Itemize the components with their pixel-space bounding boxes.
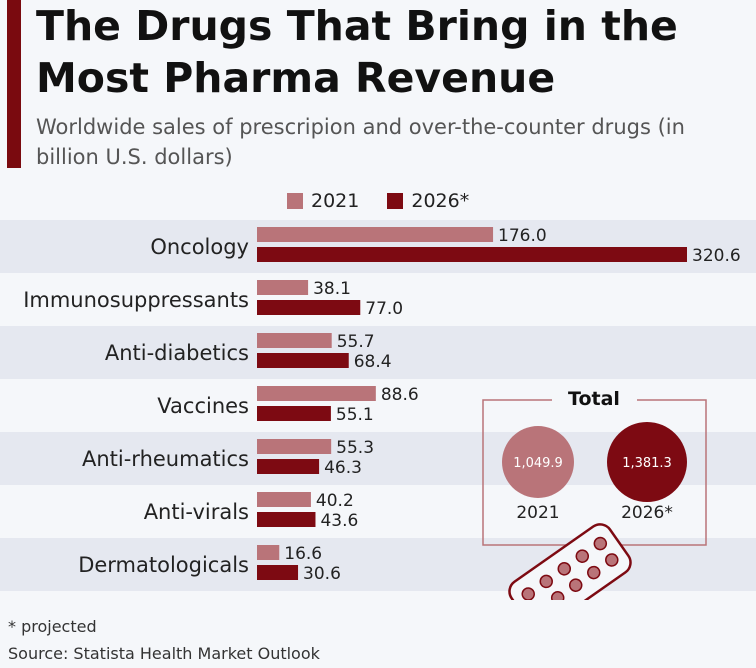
- totals-title: Total: [568, 388, 620, 410]
- value-label-2021: 88.6: [381, 385, 419, 405]
- legend-label-2026: 2026*: [411, 190, 470, 212]
- pill: [550, 591, 565, 600]
- bar-2026: [257, 512, 316, 527]
- bar-2021: [257, 333, 332, 348]
- category-label: Anti-rheumatics: [82, 447, 249, 471]
- value-label-2026: 55.1: [336, 405, 374, 425]
- bar-2021: [257, 227, 494, 242]
- pill: [593, 536, 608, 551]
- legend-item-2026: 2026*: [387, 190, 469, 212]
- legend-label-2021: 2021: [311, 190, 360, 212]
- category-label: Immunosuppressants: [23, 288, 249, 312]
- row-band: [0, 326, 756, 379]
- total-label-2021: 2021: [516, 503, 559, 523]
- pill: [587, 565, 601, 580]
- source: Source: Statista Health Market Outlook: [8, 644, 320, 663]
- value-label-2026: 43.6: [320, 511, 358, 531]
- value-label-2021: 16.6: [284, 544, 322, 564]
- pill: [568, 578, 583, 592]
- value-label-2026: 320.6: [692, 246, 741, 266]
- pill: [605, 553, 619, 567]
- pill: [557, 562, 572, 576]
- bar-2026: [257, 459, 320, 474]
- bar-2026: [257, 406, 331, 421]
- value-label-2021: 55.7: [337, 332, 375, 352]
- value-label-2021: 40.2: [316, 491, 354, 511]
- total-value-2021: 1,049.9: [513, 456, 563, 471]
- bar-2021: [257, 492, 311, 507]
- bar-2021: [257, 386, 376, 401]
- bar-2026: [257, 247, 687, 262]
- bar-2026: [257, 565, 299, 580]
- total-value-2026: 1,381.3: [622, 456, 672, 471]
- bar-2026: [257, 300, 361, 315]
- value-label-2021: 55.3: [336, 438, 374, 458]
- pill-blister-icon: [508, 523, 632, 600]
- value-label-2026: 77.0: [365, 299, 403, 319]
- accent-bar: [7, 0, 21, 168]
- bar-2021: [257, 545, 280, 560]
- total-label-2026: 2026*: [621, 503, 673, 523]
- category-label: Vaccines: [157, 394, 249, 418]
- value-label-2026: 46.3: [324, 458, 362, 478]
- total-circle-2021: [502, 426, 574, 498]
- pill: [539, 574, 553, 589]
- legend-swatch-2026: [387, 193, 404, 209]
- pill: [575, 549, 590, 563]
- category-label: Anti-virals: [144, 500, 249, 524]
- footnote: * projected: [8, 617, 97, 636]
- bar-2021: [257, 439, 332, 454]
- value-label-2026: 30.6: [303, 564, 341, 584]
- chart-title: The Drugs That Bring in the Most Pharma …: [36, 2, 678, 102]
- bar-2026: [257, 353, 349, 368]
- value-label-2026: 68.4: [354, 352, 392, 372]
- category-label: Oncology: [150, 235, 249, 259]
- category-label: Anti-diabetics: [105, 341, 249, 365]
- value-label-2021: 38.1: [313, 279, 351, 299]
- legend-item-2021: 2021: [287, 190, 359, 212]
- bar-chart: Oncology 176.0 320.6 Immunosuppressants 38.1…: [0, 220, 756, 600]
- legend: 2021 2026*: [287, 190, 497, 212]
- legend-swatch-2021: [287, 193, 303, 209]
- bar-2021: [257, 280, 309, 295]
- total-circle-2026: [607, 422, 687, 502]
- chart-subtitle: Worldwide sales of prescripion and over-…: [36, 115, 685, 169]
- pill: [521, 587, 535, 600]
- value-label-2021: 176.0: [498, 226, 547, 246]
- category-label: Dermatologicals: [78, 553, 249, 577]
